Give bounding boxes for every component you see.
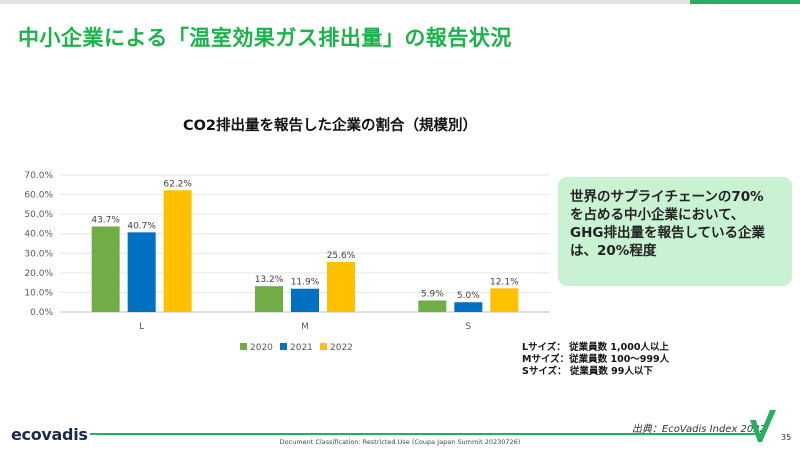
data-label: 13.2%: [255, 275, 284, 285]
checkmark-icon: [750, 410, 776, 442]
bar-chart: 0.0% 10.0% 20.0% 30.0% 40.0% 50.0% 60.0% 70.0% 4…: [24, 171, 550, 353]
legend-label: 2021: [290, 343, 313, 353]
bar-S-2022: [490, 288, 519, 312]
top-bar-accent: [690, 0, 800, 4]
document-classification: Document Classification: Restricted Use …: [279, 438, 521, 446]
x-category-label: L: [139, 322, 144, 332]
bar-S-2020: [418, 300, 447, 312]
bar-L-2021: [127, 232, 156, 312]
bar-L-2022: [163, 190, 192, 312]
legend-swatch-2022: [320, 343, 327, 350]
bar-M-2021: [291, 288, 319, 312]
data-label: 11.9%: [291, 278, 320, 288]
y-tick-label: 20.0%: [24, 269, 53, 279]
chart-title: CO2排出量を報告した企業の割合（規模別）: [182, 118, 478, 134]
y-tick-label: 0.0%: [30, 308, 53, 318]
data-label: 40.7%: [127, 221, 156, 231]
page-number: 35: [781, 433, 792, 442]
callout-line: を占める中小企業において、: [570, 206, 745, 223]
data-label: 5.9%: [421, 289, 444, 299]
callout-box: 世界のサプライチェーンの70% を占める中小企業において、 GHG排出量を報告し…: [558, 177, 792, 286]
legend-swatch-2021: [280, 343, 287, 350]
callout-line: GHG排出量を報告している企業: [570, 224, 766, 241]
bar-M-2020: [255, 286, 283, 312]
legend-label: 2020: [250, 343, 273, 353]
callout-line: は、20%程度: [570, 242, 657, 259]
callout-line: 世界のサプライチェーンの70%: [570, 189, 764, 205]
x-category-label: S: [465, 322, 471, 332]
size-note-m: Mサイズ：従業員数 100〜999人: [522, 354, 670, 366]
x-category-label: M: [301, 322, 309, 332]
top-bar: [0, 0, 800, 4]
ecovadis-logo: ecovadis: [11, 425, 88, 444]
y-tick-label: 70.0%: [24, 171, 53, 181]
footer-line: [90, 433, 765, 435]
legend-label: 2022: [330, 343, 353, 353]
bar-L-2020: [91, 226, 120, 312]
bar-M-2022: [327, 261, 355, 312]
bar-S-2021: [454, 302, 483, 312]
size-note-s: Sサイズ： 従業員数 99人以下: [522, 366, 653, 378]
data-label: 5.0%: [457, 291, 480, 301]
size-note-l: Lサイズ： 従業員数 1,000人以上: [522, 342, 669, 353]
data-label: 25.6%: [327, 251, 356, 261]
legend-swatch-2020: [240, 343, 247, 350]
data-label: 12.1%: [490, 277, 519, 287]
y-tick-label: 50.0%: [24, 210, 53, 220]
data-label: 43.7%: [91, 215, 120, 225]
y-tick-label: 40.0%: [24, 230, 53, 240]
slide-title: 中小企業による「温室効果ガス排出量」の報告状況: [18, 26, 512, 50]
y-tick-label: 10.0%: [24, 288, 53, 298]
data-label: 62.2%: [163, 179, 192, 189]
source-citation: 出典：EcoVadis Index 2022: [631, 424, 766, 435]
y-tick-label: 30.0%: [24, 249, 53, 259]
y-tick-label: 60.0%: [24, 191, 53, 201]
size-notes: Lサイズ： 従業員数 1,000人以上 Mサイズ：従業員数 100〜999人 S…: [522, 342, 669, 378]
